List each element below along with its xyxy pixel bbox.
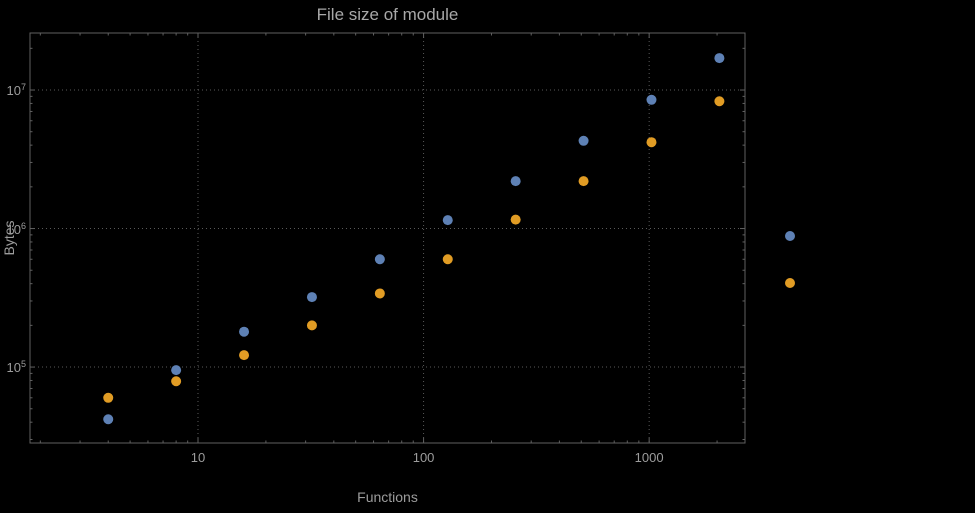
data-point-orange bbox=[103, 392, 114, 403]
data-point-blue bbox=[171, 365, 182, 376]
legend-marker bbox=[785, 278, 795, 288]
data-point-orange bbox=[306, 320, 317, 331]
chart-title: File size of module bbox=[316, 5, 459, 24]
data-point-blue bbox=[578, 135, 589, 146]
data-point-blue bbox=[442, 215, 453, 226]
x-axis-label: Functions bbox=[357, 489, 418, 505]
y-tick-exp: 6 bbox=[20, 220, 26, 231]
y-tick-base: 10 bbox=[6, 360, 21, 376]
data-point-blue bbox=[374, 254, 385, 265]
data-point-blue bbox=[103, 414, 114, 425]
x-tick-label: 100 bbox=[412, 450, 435, 465]
data-point-blue bbox=[714, 53, 725, 64]
data-point-blue bbox=[510, 176, 521, 187]
y-tick-label: 107 bbox=[0, 81, 26, 99]
plot-frame bbox=[29, 32, 746, 444]
data-point-orange bbox=[510, 214, 521, 225]
y-tick-exp: 7 bbox=[20, 81, 26, 92]
y-tick-exp: 5 bbox=[20, 358, 26, 369]
x-tick-label: 10 bbox=[190, 450, 206, 465]
legend-marker bbox=[785, 231, 795, 241]
data-point-blue bbox=[239, 326, 250, 337]
y-tick-base: 10 bbox=[6, 83, 21, 99]
data-point-blue bbox=[306, 292, 317, 303]
data-point-orange bbox=[578, 176, 589, 187]
data-point-orange bbox=[374, 288, 385, 299]
data-point-orange bbox=[442, 254, 453, 265]
y-tick-base: 10 bbox=[6, 221, 21, 237]
y-tick-label: 106 bbox=[0, 220, 26, 237]
data-point-orange bbox=[646, 137, 657, 148]
data-point-orange bbox=[171, 376, 182, 387]
data-point-blue bbox=[646, 94, 657, 105]
y-tick-label: 105 bbox=[0, 358, 26, 376]
data-point-orange bbox=[714, 96, 725, 107]
x-tick-label: 1000 bbox=[634, 450, 664, 465]
data-point-orange bbox=[239, 350, 250, 361]
